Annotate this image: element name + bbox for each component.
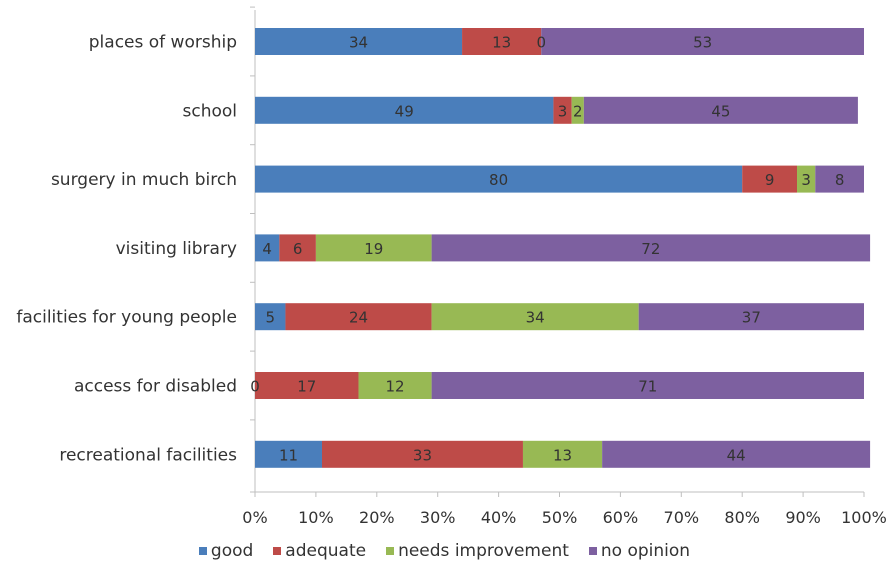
data-label: 3: [558, 102, 568, 120]
data-label: 19: [364, 240, 383, 258]
x-tick-label: 50%: [542, 508, 578, 527]
legend-swatch: [273, 547, 282, 555]
data-label: 2: [573, 102, 583, 120]
stacked-bar-chart: 0% 10% 20% 30% 40% 50% 60% 70% 80% 90% 100% places…: [16, 6, 887, 527]
data-label: 72: [641, 240, 660, 258]
legend-item: good: [198, 541, 254, 561]
data-label: 0: [536, 34, 546, 52]
bar-segment-needs-improvement: [358, 372, 432, 399]
category-label: recreational facilities: [59, 445, 237, 465]
data-label: 0: [250, 378, 260, 396]
bar-segment-no-opinion: [815, 165, 864, 193]
bar-segment-adequate: [321, 440, 523, 468]
legend-label: no opinion: [600, 541, 691, 561]
bars-layer: [255, 28, 871, 468]
bar-segment-good: [255, 165, 743, 193]
x-tick-label: 40%: [481, 508, 517, 527]
data-label: 5: [265, 309, 275, 327]
legend-label: good: [210, 541, 254, 561]
data-label: 13: [492, 34, 511, 52]
data-label: 8: [835, 171, 845, 189]
data-label: 34: [349, 34, 368, 52]
bar-segment-needs-improvement: [571, 96, 584, 124]
bar-segment-good: [255, 96, 554, 124]
legend-swatch: [386, 547, 395, 555]
bar-segment-needs-improvement: [797, 165, 816, 193]
bar-segment-adequate: [742, 165, 798, 193]
data-label: 6: [293, 240, 303, 258]
bar-segment-no-opinion: [583, 96, 858, 124]
data-label: 53: [693, 34, 712, 52]
legend-item: no opinion: [588, 541, 691, 561]
data-label: 13: [553, 446, 572, 464]
bar-segment-good: [255, 234, 280, 262]
data-label: 17: [297, 378, 316, 396]
x-tick-label: 20%: [359, 508, 395, 527]
data-label: 44: [727, 446, 746, 464]
legend-label: adequate: [285, 541, 367, 561]
category-label: school: [182, 101, 237, 121]
bar-segment-needs-improvement: [315, 234, 432, 262]
data-label: 12: [386, 378, 405, 396]
category-label: access for disabled: [74, 377, 237, 397]
bar-segment-no-opinion: [541, 28, 864, 55]
data-label: 45: [711, 102, 730, 120]
x-tick-label: 80%: [724, 508, 760, 527]
data-label: 24: [349, 309, 368, 327]
bar-segment-needs-improvement: [431, 303, 639, 331]
bar-segment-adequate: [462, 28, 542, 55]
data-label: 37: [742, 309, 761, 327]
bar-segment-good: [255, 440, 322, 468]
bar-segment-adequate: [285, 303, 432, 331]
bar-segment-no-opinion: [638, 303, 864, 331]
data-label: 34: [526, 309, 545, 327]
x-tick-label: 60%: [603, 508, 639, 527]
category-label: places of worship: [89, 33, 237, 53]
x-tick-label: 90%: [785, 508, 821, 527]
category-label: visiting library: [116, 239, 237, 259]
data-label: 4: [262, 240, 272, 258]
data-label: 33: [413, 446, 432, 464]
legend-swatch: [198, 547, 207, 555]
x-tick-label: 100%: [841, 508, 887, 527]
legend-swatch: [588, 547, 597, 555]
legend: good adequate needs improvement no opinion: [0, 541, 889, 561]
bar-segment-no-opinion: [431, 372, 864, 399]
data-label: 3: [801, 171, 811, 189]
x-tick-label: 0%: [242, 508, 267, 527]
bar-segment-adequate: [255, 372, 359, 399]
x-tick-label: 30%: [420, 508, 456, 527]
legend-label: needs improvement: [398, 541, 569, 561]
bar-segment-adequate: [279, 234, 316, 262]
bar-segment-good: [255, 303, 286, 331]
data-label: 9: [765, 171, 775, 189]
axis-layer: 0% 10% 20% 30% 40% 50% 60% 70% 80% 90% 100%: [242, 6, 887, 527]
bar-segment-good: [255, 28, 463, 55]
data-label: 80: [489, 171, 508, 189]
category-label: facilities for young people: [16, 308, 237, 328]
data-label: 11: [279, 446, 298, 464]
legend-item: adequate: [273, 541, 366, 561]
bar-segment-adequate: [553, 96, 572, 124]
bar-segment-no-opinion: [431, 234, 871, 262]
bar-segment-no-opinion: [602, 440, 871, 468]
legend-item: needs improvement: [386, 541, 569, 561]
x-tick-label: 70%: [664, 508, 700, 527]
data-label: 49: [395, 102, 414, 120]
data-label: 71: [638, 378, 657, 396]
bar-segment-needs-improvement: [522, 440, 603, 468]
category-label: surgery in much birch: [51, 170, 237, 190]
x-tick-label: 10%: [298, 508, 334, 527]
